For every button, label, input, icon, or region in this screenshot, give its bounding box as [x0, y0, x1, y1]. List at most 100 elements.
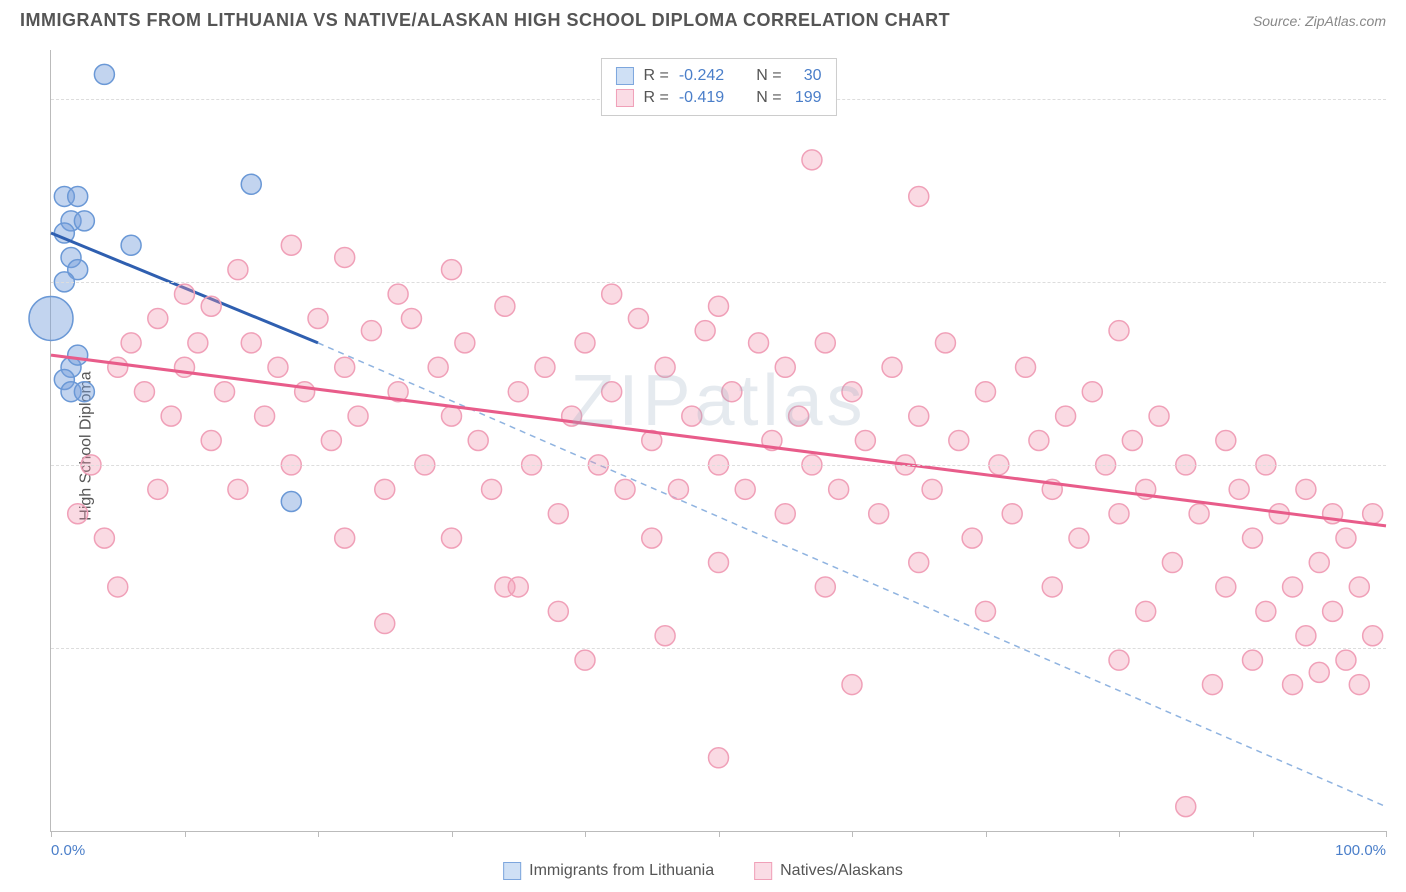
scatter-point: [949, 431, 969, 451]
scatter-point: [455, 333, 475, 353]
scatter-svg: [51, 50, 1386, 831]
scatter-point: [94, 64, 114, 84]
scatter-point: [148, 479, 168, 499]
scatter-point: [1042, 577, 1062, 597]
scatter-point: [535, 357, 555, 377]
scatter-point: [108, 577, 128, 597]
scatter-point: [1109, 321, 1129, 341]
scatter-point: [68, 345, 88, 365]
legend-item: Natives/Alaskans: [754, 862, 903, 880]
scatter-point: [121, 235, 141, 255]
scatter-point: [482, 479, 502, 499]
x-tick: [452, 831, 453, 837]
scatter-point: [1202, 675, 1222, 695]
scatter-point: [869, 504, 889, 524]
scatter-point: [228, 479, 248, 499]
scatter-point: [1016, 357, 1036, 377]
x-tick: [852, 831, 853, 837]
scatter-point: [335, 528, 355, 548]
scatter-point: [749, 333, 769, 353]
scatter-point: [74, 211, 94, 231]
scatter-point: [575, 650, 595, 670]
scatter-point: [842, 675, 862, 695]
scatter-point: [428, 357, 448, 377]
legend-label: Natives/Alaskans: [780, 862, 903, 880]
scatter-point: [442, 260, 462, 280]
scatter-point: [68, 504, 88, 524]
legend-swatch: [615, 89, 633, 107]
scatter-point: [829, 479, 849, 499]
chart-plot-area: ZIPatlas R =-0.242N =30R =-0.419N =199 0…: [50, 50, 1386, 832]
scatter-point: [909, 186, 929, 206]
scatter-point: [94, 528, 114, 548]
x-tick: [585, 831, 586, 837]
scatter-point: [1029, 431, 1049, 451]
scatter-point: [68, 186, 88, 206]
scatter-point: [1069, 528, 1089, 548]
scatter-point: [148, 308, 168, 328]
scatter-point: [361, 321, 381, 341]
y-tick-label: 77.5%: [1396, 639, 1406, 656]
legend-swatch: [615, 67, 633, 85]
scatter-point: [495, 577, 515, 597]
scatter-point: [709, 748, 729, 768]
stat-n-value: 199: [792, 89, 822, 107]
scatter-point: [1296, 479, 1316, 499]
scatter-point: [789, 406, 809, 426]
y-tick-label: 92.5%: [1396, 273, 1406, 290]
scatter-point: [1082, 382, 1102, 402]
scatter-point: [108, 357, 128, 377]
scatter-point: [722, 382, 742, 402]
x-tick: [185, 831, 186, 837]
scatter-point: [215, 382, 235, 402]
source-attribution: Source: ZipAtlas.com: [1253, 13, 1386, 29]
scatter-point: [1162, 553, 1182, 573]
x-tick: [1119, 831, 1120, 837]
scatter-point: [602, 382, 622, 402]
scatter-point: [642, 528, 662, 548]
stat-r-value: -0.419: [679, 89, 724, 107]
scatter-point: [655, 357, 675, 377]
y-tick-label: 85.0%: [1396, 456, 1406, 473]
scatter-point: [1363, 504, 1383, 524]
scatter-point: [468, 431, 488, 451]
scatter-point: [201, 296, 221, 316]
x-axis-max-label: 100.0%: [1335, 842, 1386, 859]
scatter-point: [628, 308, 648, 328]
x-tick: [318, 831, 319, 837]
scatter-point: [1149, 406, 1169, 426]
scatter-point: [735, 479, 755, 499]
scatter-point: [548, 504, 568, 524]
scatter-point: [134, 382, 154, 402]
scatter-point: [1002, 504, 1022, 524]
scatter-point: [922, 479, 942, 499]
scatter-point: [388, 284, 408, 304]
scatter-point: [321, 431, 341, 451]
scatter-point: [1216, 577, 1236, 597]
legend-item: Immigrants from Lithuania: [503, 862, 714, 880]
scatter-point: [775, 504, 795, 524]
scatter-point: [201, 431, 221, 451]
scatter-point: [1336, 528, 1356, 548]
scatter-point: [815, 333, 835, 353]
stat-n-label: N =: [756, 89, 781, 107]
x-axis-min-label: 0.0%: [51, 842, 85, 859]
legend-label: Immigrants from Lithuania: [529, 862, 714, 880]
scatter-point: [1216, 431, 1236, 451]
scatter-point: [548, 601, 568, 621]
scatter-point: [882, 357, 902, 377]
scatter-point: [695, 321, 715, 341]
scatter-point: [1336, 650, 1356, 670]
scatter-point: [1243, 650, 1263, 670]
gridline: [51, 282, 1386, 283]
scatter-point: [308, 308, 328, 328]
scatter-point: [709, 296, 729, 316]
x-tick: [1253, 831, 1254, 837]
scatter-point: [1229, 479, 1249, 499]
y-tick-label: 100.0%: [1396, 90, 1406, 107]
bottom-legend: Immigrants from Lithuania Natives/Alaskan…: [503, 862, 903, 880]
scatter-point: [1056, 406, 1076, 426]
scatter-point: [1122, 431, 1142, 451]
scatter-point: [401, 308, 421, 328]
scatter-point: [709, 553, 729, 573]
